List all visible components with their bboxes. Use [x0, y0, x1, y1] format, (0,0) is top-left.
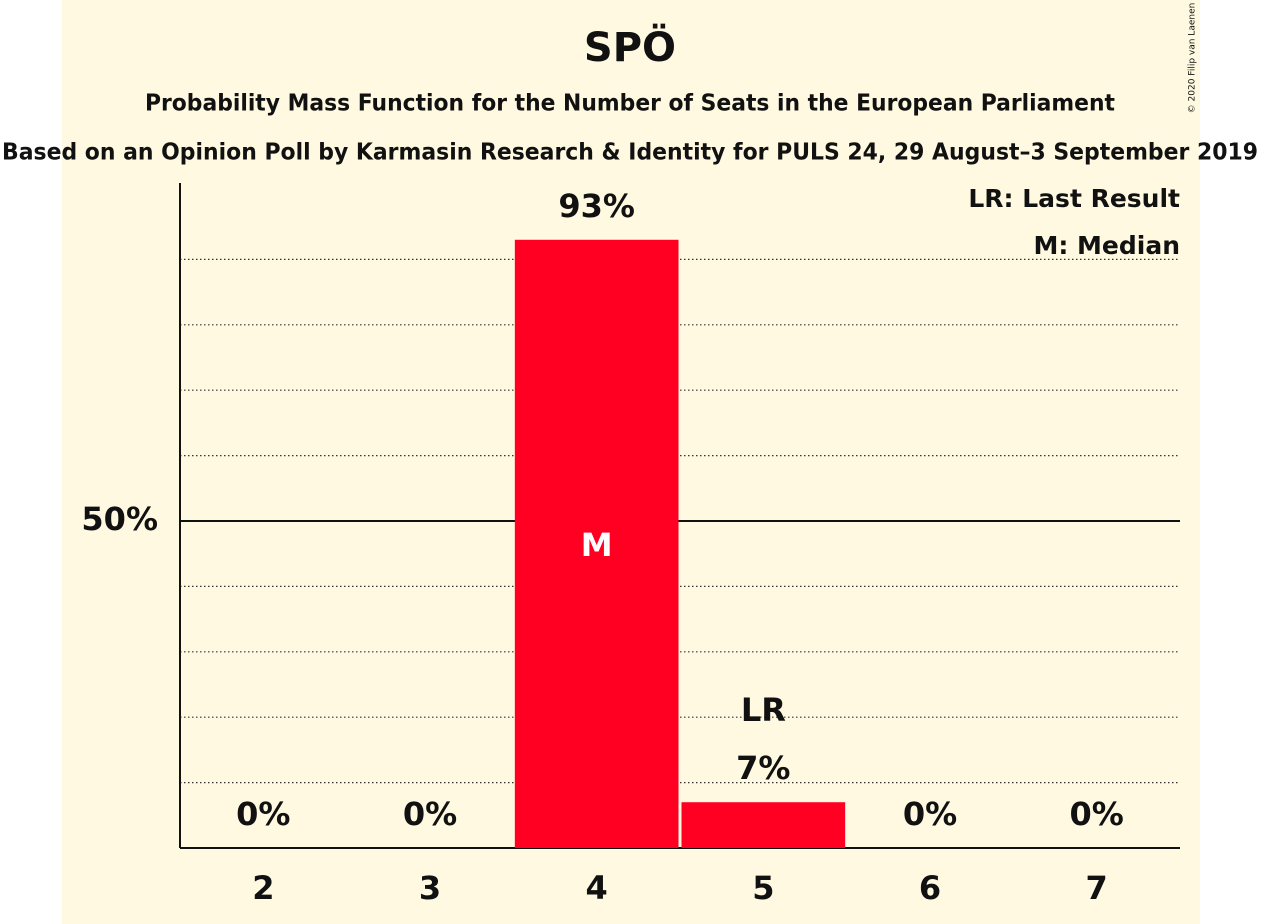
y-tick-label: 50% — [81, 500, 158, 538]
value-label: 0% — [903, 795, 957, 833]
value-label: 0% — [236, 795, 290, 833]
copyright: © 2020 Filip van Laenen — [1188, 3, 1198, 114]
legend-entry: M: Median — [1033, 231, 1180, 260]
x-tick-label: 2 — [252, 869, 274, 907]
chart-subtitle: Based on an Opinion Poll by Karmasin Res… — [2, 140, 1258, 166]
x-tick-label: 5 — [752, 869, 774, 907]
x-tick-label: 7 — [1086, 869, 1108, 907]
median-marker: M — [581, 526, 613, 564]
chart-title: SPÖ — [584, 23, 676, 71]
bar — [681, 802, 846, 848]
bar — [514, 239, 679, 848]
x-tick-label: 4 — [586, 869, 608, 907]
value-label: 7% — [736, 749, 790, 787]
value-label: 93% — [558, 187, 635, 225]
value-label: 0% — [1070, 795, 1124, 833]
x-tick-label: 6 — [919, 869, 941, 907]
legend-entry: LR: Last Result — [968, 184, 1180, 213]
chart-subtitle: Probability Mass Function for the Number… — [145, 91, 1115, 117]
last-result-marker: LR — [741, 691, 786, 729]
x-tick-label: 3 — [419, 869, 441, 907]
value-label: 0% — [403, 795, 457, 833]
